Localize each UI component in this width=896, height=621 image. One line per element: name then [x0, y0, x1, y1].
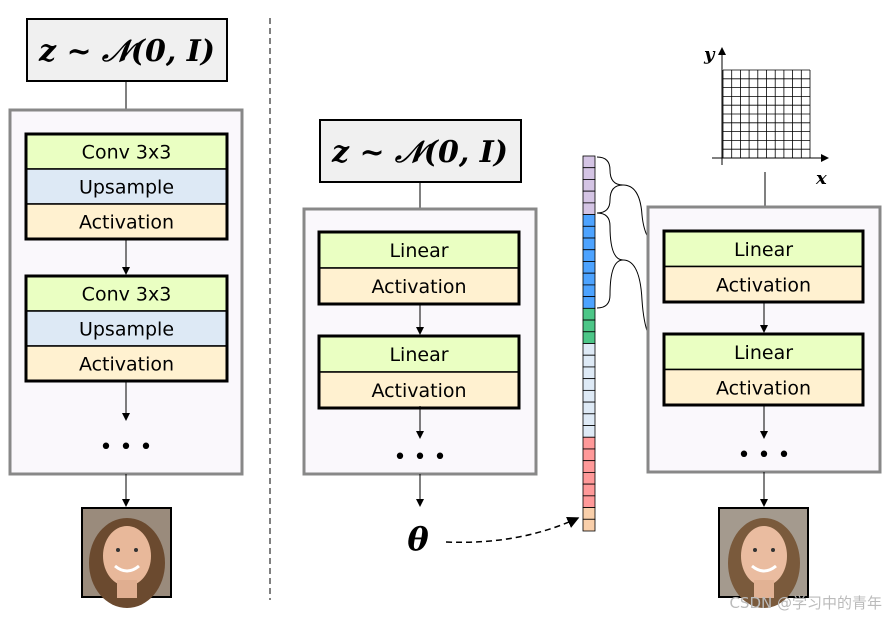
y-axis-label: y [703, 44, 716, 65]
layer-label: Upsample [79, 177, 174, 199]
vector-cell [582, 167, 596, 180]
vector-cell [582, 272, 596, 286]
left-dots: • • • [100, 435, 153, 460]
vector-cell [582, 483, 596, 497]
layer-label: Linear [734, 342, 793, 364]
brace-top [596, 156, 624, 214]
middle-noise-formula: z ~ 𝒩(0, I) [331, 135, 508, 170]
right-layer-activation [663, 368, 864, 406]
vector-cell [582, 190, 596, 204]
middle-block-2: Linear Activation [317, 334, 521, 410]
vector-cell [582, 319, 596, 333]
middle-layer-activation [318, 371, 520, 409]
layer-label: Activation [716, 274, 811, 296]
theta-to-vector-arrow [445, 516, 580, 544]
left-block-1: Conv 3x3 Upsample Activation [24, 132, 229, 241]
vector-cell [582, 413, 596, 426]
right-face-image [718, 507, 809, 608]
vector-cell [582, 436, 596, 450]
middle-block-1: Linear Activation [317, 230, 521, 306]
vector-cell [582, 507, 596, 520]
layer-label: Linear [389, 240, 448, 262]
vector-cell [582, 307, 596, 321]
vector-cell [582, 343, 596, 356]
coordinate-grid [722, 69, 811, 159]
vector-cell [582, 261, 596, 274]
brace-bottom [596, 212, 624, 309]
x-axis-label: x [815, 168, 827, 189]
vector-cell [582, 378, 596, 391]
layer-label: Upsample [79, 319, 174, 341]
watermark: CSDN @学习中的青年 [729, 594, 882, 612]
right-layer-linear [663, 230, 864, 268]
layer-label: Linear [389, 344, 448, 366]
vector-cell [582, 495, 596, 508]
vector-cell [582, 425, 596, 438]
vector-cell [582, 448, 596, 462]
middle-dots: • • • [394, 445, 447, 470]
vector-cell [582, 472, 596, 485]
layer-label: Activation [79, 354, 174, 376]
vector-cell [582, 354, 596, 368]
vector-cell [582, 202, 596, 215]
layer-label: Activation [79, 212, 174, 234]
left-noise-formula: z ~ 𝒩(0, I) [38, 34, 215, 69]
layer-label: Linear [734, 239, 793, 261]
vector-cell [582, 331, 596, 344]
layer-label: Activation [371, 380, 466, 402]
vector-cell [582, 225, 596, 239]
layer-label: Conv 3x3 [82, 284, 172, 306]
middle-layer-linear [318, 231, 520, 269]
right-block-1: Linear Activation [662, 229, 865, 304]
left-face-image [81, 507, 172, 608]
left-noise-box [26, 18, 228, 82]
vector-cell [582, 518, 596, 532]
parameter-vector [582, 155, 596, 532]
vector-cell [582, 284, 596, 298]
right-block-2: Linear Activation [662, 332, 865, 407]
vector-cell [582, 214, 596, 227]
vector-cell [582, 237, 596, 251]
layer-label: Conv 3x3 [82, 142, 172, 164]
vector-cell [582, 179, 596, 192]
vector-cell [582, 249, 596, 262]
vector-cell [582, 389, 596, 403]
middle-layer-activation [318, 267, 520, 305]
layer-label: Activation [371, 276, 466, 298]
layer-label: Activation [716, 377, 811, 399]
theta-label: θ [407, 520, 429, 558]
right-dots: • • • [738, 443, 791, 468]
vector-cell [582, 460, 596, 473]
vector-cell [582, 296, 596, 309]
vector-cell [582, 366, 596, 380]
vector-cell [582, 155, 596, 169]
left-block-2: Conv 3x3 Upsample Activation [24, 274, 229, 383]
right-layer-linear [663, 333, 864, 371]
vector-cell [582, 401, 596, 415]
